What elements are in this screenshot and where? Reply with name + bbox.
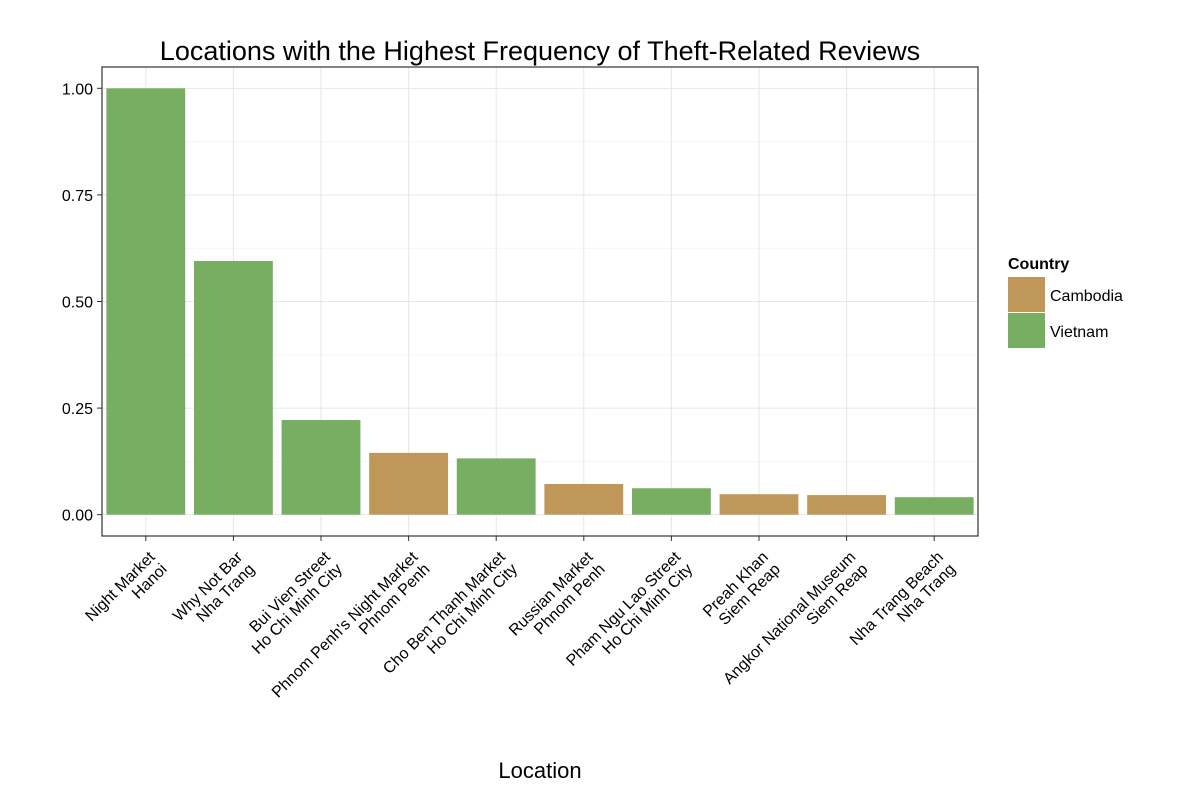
legend-key-cambodia <box>1008 277 1045 312</box>
x-axis-title: Location <box>498 758 581 783</box>
bar <box>719 494 799 515</box>
legend: Country Cambodia Vietnam <box>1008 256 1123 348</box>
y-tick-label: 0.25 <box>62 401 93 418</box>
y-tick-label: 0.00 <box>62 508 93 525</box>
bar <box>544 483 624 515</box>
x-tick-label: Phnom Penh's Night MarketPhnom Penh <box>269 548 434 713</box>
bar <box>456 458 536 515</box>
bar <box>193 260 273 515</box>
x-tick-label: Preah KhanSiem Reap <box>700 549 784 633</box>
bar <box>894 497 974 515</box>
y-tick-label: 0.50 <box>62 295 93 312</box>
x-axis: Night MarketHanoi Why Not BarNha TrangBui… <box>82 536 959 713</box>
bar <box>631 488 711 515</box>
x-tick-label: Night MarketHanoi <box>82 548 171 637</box>
y-tick-label: 1.00 <box>62 81 93 98</box>
y-tick-label: 0.75 <box>62 188 93 205</box>
bar <box>106 88 186 515</box>
bar <box>807 495 887 515</box>
bar <box>369 452 449 515</box>
y-axis: 0.00 0.25 0.50 0.75 1.00 <box>62 81 102 525</box>
legend-key-vietnam <box>1008 313 1045 348</box>
chart-title: Locations with the Highest Frequency of … <box>160 36 920 66</box>
bar <box>281 420 361 515</box>
x-tick-label: Why Not BarNha Trang <box>170 548 259 637</box>
legend-title: Country <box>1008 256 1069 273</box>
legend-label-vietnam: Vietnam <box>1050 324 1108 341</box>
legend-label-cambodia: Cambodia <box>1050 288 1123 305</box>
bars <box>106 88 974 515</box>
